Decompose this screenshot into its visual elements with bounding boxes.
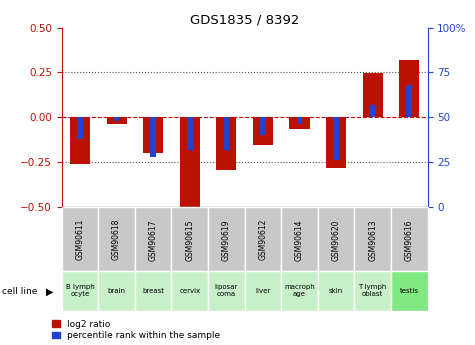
Text: GSM90613: GSM90613	[368, 219, 377, 260]
Bar	[208, 271, 245, 310]
Text: GSM90611: GSM90611	[76, 219, 85, 260]
Bar	[187, 117, 192, 150]
Bar	[245, 271, 281, 310]
Text: GSM90617: GSM90617	[149, 219, 158, 260]
Bar	[106, 117, 127, 124]
Bar	[135, 271, 171, 310]
Bar	[253, 117, 273, 145]
Text: B lymph
ocyte: B lymph ocyte	[66, 284, 95, 297]
Text: macroph
age: macroph age	[284, 284, 315, 297]
Bar	[180, 117, 200, 207]
Legend: log2 ratio, percentile rank within the sample: log2 ratio, percentile rank within the s…	[52, 320, 220, 341]
Text: liver: liver	[255, 288, 271, 294]
Bar	[407, 85, 412, 117]
Text: liposar
coma: liposar coma	[215, 284, 238, 297]
Bar	[143, 117, 163, 153]
Bar	[289, 117, 310, 129]
Text: GSM90618: GSM90618	[112, 219, 121, 260]
Bar	[171, 207, 208, 273]
Bar	[318, 271, 354, 310]
Text: skin: skin	[329, 288, 343, 294]
Bar	[354, 271, 391, 310]
Bar	[326, 117, 346, 168]
Bar	[281, 207, 318, 273]
Text: GSM90615: GSM90615	[185, 219, 194, 260]
Text: GSM90616: GSM90616	[405, 219, 414, 260]
Bar	[370, 105, 375, 117]
Text: T lymph
oblast: T lymph oblast	[359, 284, 387, 297]
Text: ▶: ▶	[46, 287, 54, 296]
Bar	[399, 60, 419, 117]
Bar	[281, 271, 318, 310]
Bar	[62, 271, 98, 310]
Bar	[70, 117, 90, 164]
Bar	[362, 73, 383, 117]
Bar	[260, 117, 266, 135]
Bar	[391, 207, 428, 273]
Bar	[98, 271, 135, 310]
Text: brain: brain	[108, 288, 125, 294]
Bar	[333, 117, 339, 160]
Text: GSM90620: GSM90620	[332, 219, 341, 260]
Bar	[224, 117, 229, 150]
Bar	[391, 271, 428, 310]
Text: GSM90619: GSM90619	[222, 219, 231, 260]
Text: GSM90614: GSM90614	[295, 219, 304, 260]
Bar	[77, 117, 83, 139]
Bar	[297, 117, 302, 125]
Bar	[151, 117, 156, 157]
Text: cervix: cervix	[179, 288, 200, 294]
Bar	[114, 117, 119, 121]
Bar	[245, 207, 281, 273]
Bar	[135, 207, 171, 273]
Title: GDS1835 / 8392: GDS1835 / 8392	[190, 13, 299, 27]
Bar	[216, 117, 237, 170]
Bar	[62, 207, 98, 273]
Bar	[318, 207, 354, 273]
Text: breast: breast	[142, 288, 164, 294]
Bar	[98, 207, 135, 273]
Text: testis: testis	[399, 288, 419, 294]
Text: GSM90612: GSM90612	[258, 219, 267, 260]
Text: cell line: cell line	[2, 287, 38, 296]
Bar	[208, 207, 245, 273]
Bar	[171, 271, 208, 310]
Bar	[354, 207, 391, 273]
